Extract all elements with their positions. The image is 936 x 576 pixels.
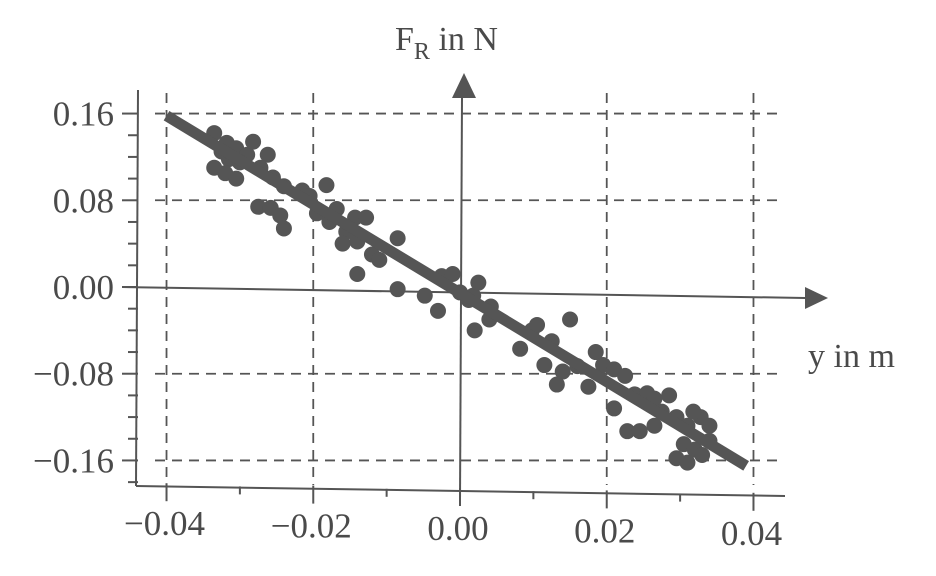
y-axis-arrow-icon (452, 73, 476, 98)
data-points (206, 125, 718, 471)
data-point (646, 417, 663, 434)
x-tick-label: −0.02 (271, 507, 352, 546)
y-tick-label: 0.08 (53, 181, 114, 220)
data-point (536, 357, 553, 374)
data-point (389, 281, 406, 298)
data-point (548, 376, 565, 393)
data-point (272, 207, 289, 224)
y-tick-label: 0.16 (53, 95, 114, 134)
data-point (466, 322, 483, 339)
data-point (275, 220, 292, 237)
data-point (259, 146, 276, 163)
x-axis-title: y in m (808, 338, 895, 375)
data-point (685, 403, 702, 420)
data-point (661, 387, 678, 404)
data-point (245, 133, 262, 150)
data-point (334, 235, 351, 252)
data-point (250, 198, 267, 215)
tick-labels: 0.16 0.08 0.00 −0.08 −0.16 −0.04 −0.02 0.00 0.02… (33, 95, 782, 553)
y-tick-label: −0.08 (33, 355, 114, 394)
data-point (694, 447, 711, 464)
data-point (416, 287, 433, 304)
data-point (554, 363, 571, 380)
data-point (318, 177, 335, 194)
y-axis-title: FR in N (395, 21, 498, 65)
x-axis-arrow-icon (805, 287, 828, 309)
data-point (512, 340, 529, 357)
data-point (617, 367, 634, 384)
data-point (619, 423, 636, 440)
data-point (349, 265, 366, 282)
data-point (587, 344, 604, 361)
data-point (631, 423, 648, 440)
y-tick-label: 0.00 (53, 268, 114, 307)
x-tick-label: 0.00 (427, 509, 488, 548)
dashed-grid (155, 93, 780, 485)
y-tick-label: −0.16 (33, 441, 114, 480)
data-point (470, 274, 487, 291)
data-point (358, 209, 375, 226)
x-tick-label: −0.04 (124, 504, 205, 543)
regression-line (163, 111, 749, 471)
data-point (228, 170, 245, 187)
x-tick-label: 0.02 (574, 511, 635, 550)
data-point (389, 230, 406, 247)
data-point (371, 251, 388, 268)
axis-ticks (122, 112, 755, 511)
data-point (429, 302, 446, 319)
data-point (701, 417, 718, 434)
data-point (580, 378, 597, 395)
data-point (679, 454, 696, 471)
data-point (444, 265, 461, 282)
x-tick-label: 0.04 (721, 514, 782, 553)
data-point (606, 400, 623, 417)
fit-line (163, 111, 749, 471)
data-point (562, 311, 579, 328)
data-point (529, 316, 546, 333)
